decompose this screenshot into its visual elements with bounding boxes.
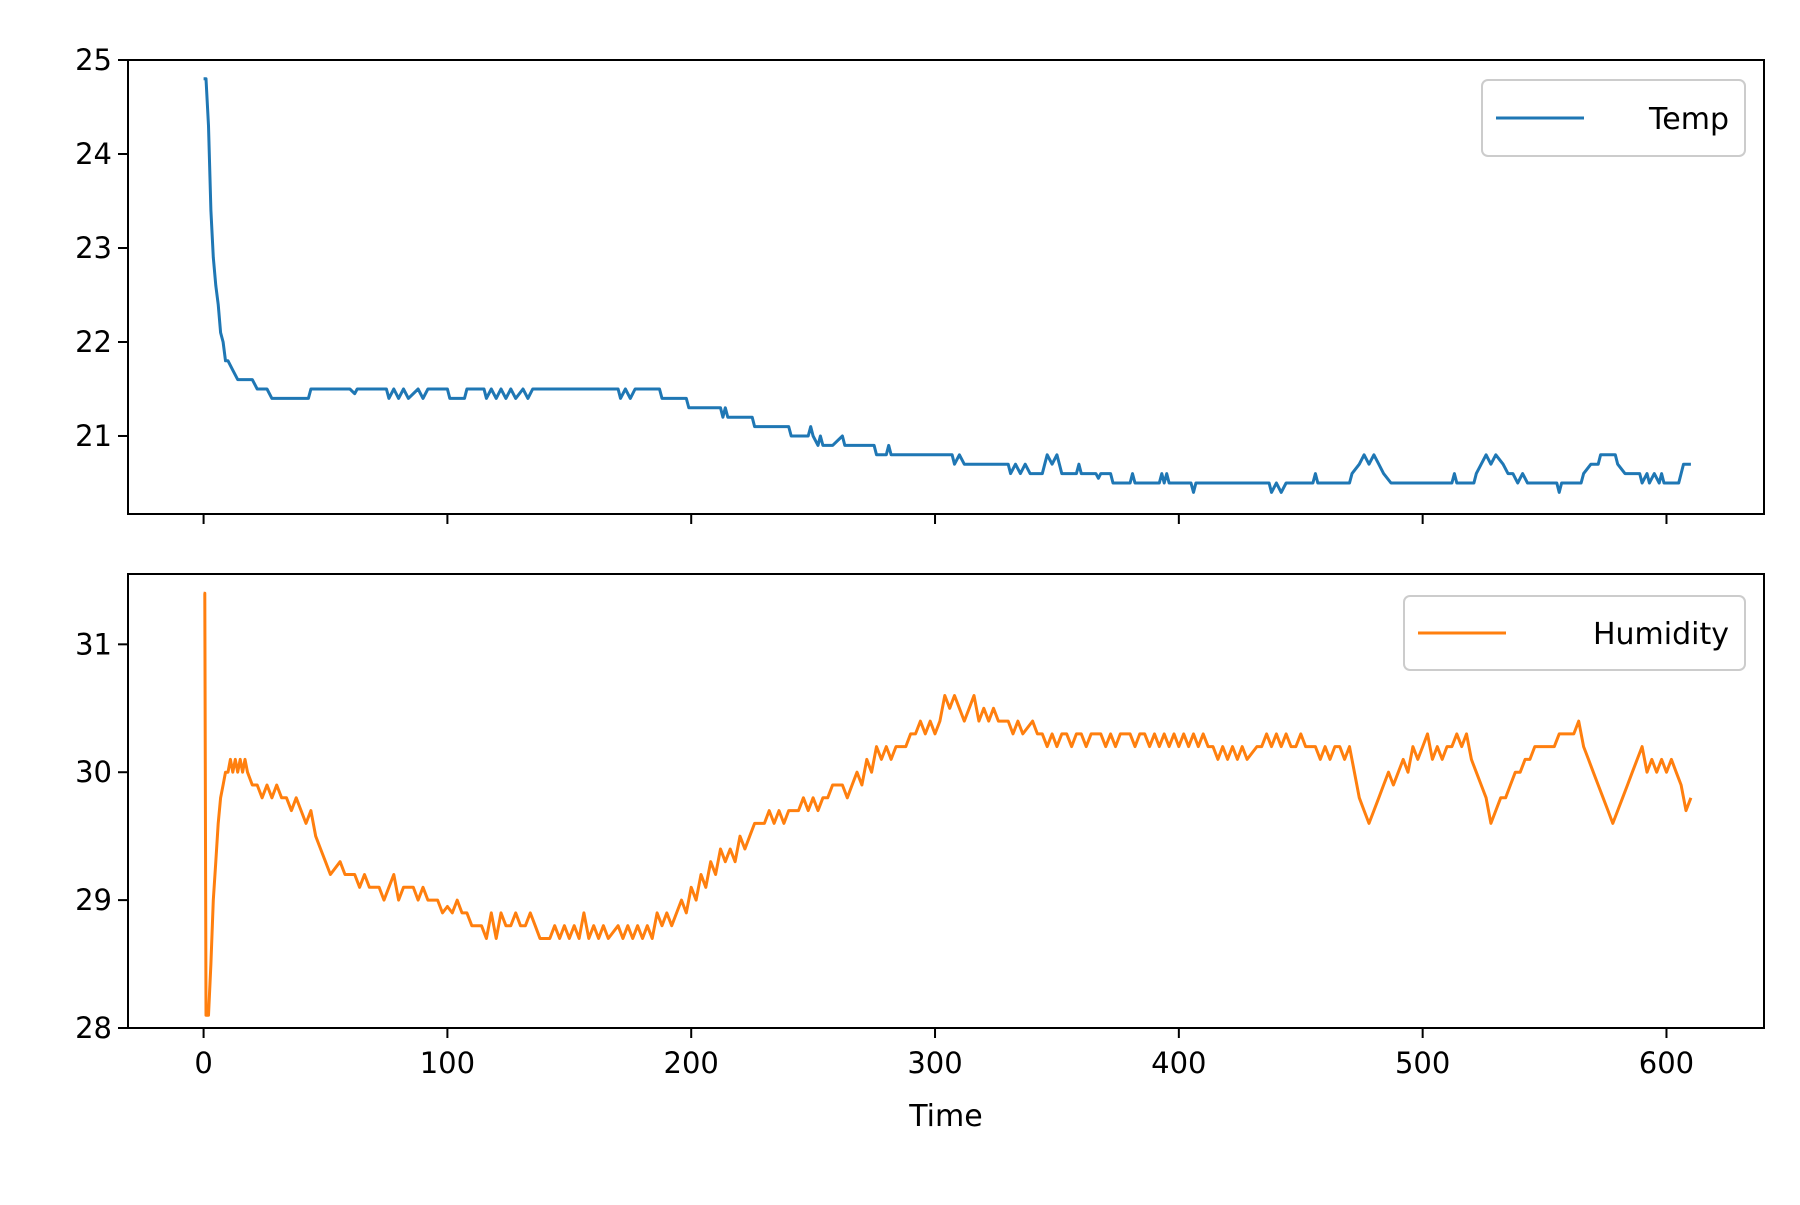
temp-series-line: [203, 77, 1691, 494]
humidity-legend-box: [1403, 595, 1746, 671]
temp-legend-label: Temp: [1648, 102, 1729, 137]
y-tick-label: 22: [75, 325, 112, 359]
y-tick-label: 29: [75, 883, 112, 917]
x-tick-label: 600: [1639, 1046, 1694, 1080]
temp-x-ticks: [202, 514, 1668, 524]
humidity-x-ticks: 0 100 200 300 400 500 600: [194, 1028, 1694, 1080]
y-tick-label: 30: [75, 755, 112, 789]
x-tick-label: 200: [664, 1046, 719, 1080]
y-tick-label: 25: [75, 43, 112, 77]
temp-legend: Temp: [1481, 79, 1746, 157]
x-tick-label: 400: [1151, 1046, 1206, 1080]
humidity-series-line: [203, 591, 1693, 1017]
y-tick-label: 24: [75, 137, 112, 171]
x-tick-label: 300: [907, 1046, 962, 1080]
y-tick-label: 21: [75, 419, 112, 453]
humidity-plot-frame: [127, 573, 1765, 1029]
temp-y-ticks: 21 22 23 24 25: [75, 43, 128, 453]
humidity-legend: Humidity: [1403, 595, 1746, 671]
y-tick-label: 31: [75, 627, 112, 661]
temp-legend-box: [1481, 79, 1746, 157]
x-axis-label: Time: [908, 1099, 982, 1134]
y-tick-label: 28: [75, 1011, 112, 1045]
humidity-subplot: 0 100 200 300 400 500 600 28 29 30 31 Humidity Ti…: [75, 573, 1765, 1134]
x-tick-label: 100: [420, 1046, 475, 1080]
x-tick-label: 500: [1395, 1046, 1450, 1080]
x-tick-label: 0: [194, 1046, 212, 1080]
humidity-legend-label: Humidity: [1593, 617, 1729, 652]
temp-subplot: 21 22 23 24 25 Temp: [75, 43, 1765, 524]
temp-plot-frame: [127, 59, 1765, 515]
y-tick-label: 23: [75, 231, 112, 265]
humidity-y-ticks: 28 29 30 31: [75, 627, 128, 1045]
